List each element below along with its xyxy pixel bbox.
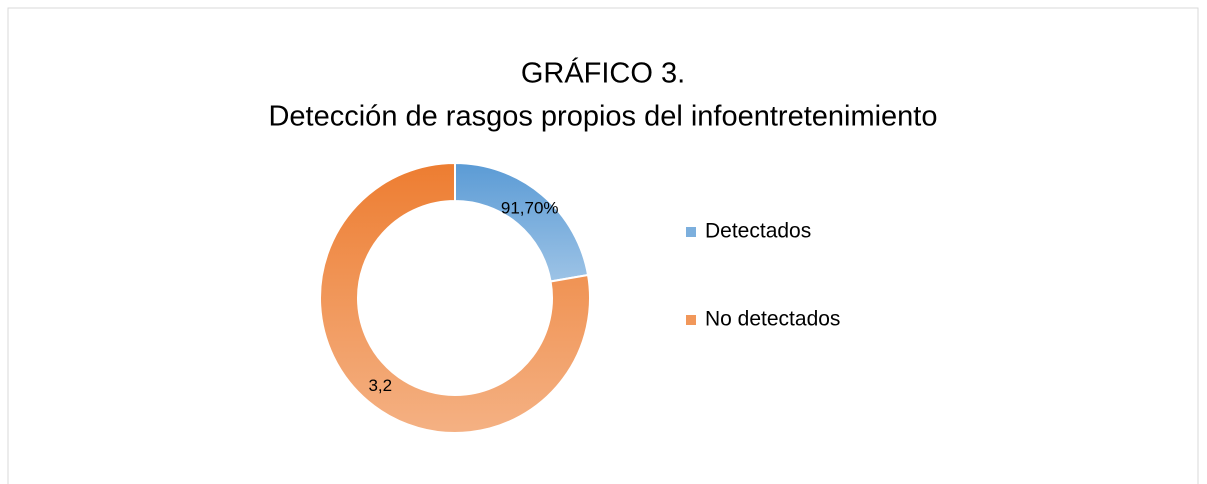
legend-label: Detectados — [705, 220, 811, 243]
legend-marker — [686, 315, 696, 325]
legend-label: No detectados — [705, 308, 840, 331]
chart-subtitle: Detección de rasgos propios del infoentr… — [268, 101, 937, 133]
data-label: 3,2 — [368, 376, 392, 395]
chart-title: GRÁFICO 3. — [521, 57, 685, 90]
data-label: 91,70% — [501, 199, 559, 218]
legend-marker — [686, 227, 696, 237]
donut-slice — [454, 161, 590, 283]
chart-frame — [7, 7, 1199, 484]
donut-slice — [319, 161, 591, 434]
